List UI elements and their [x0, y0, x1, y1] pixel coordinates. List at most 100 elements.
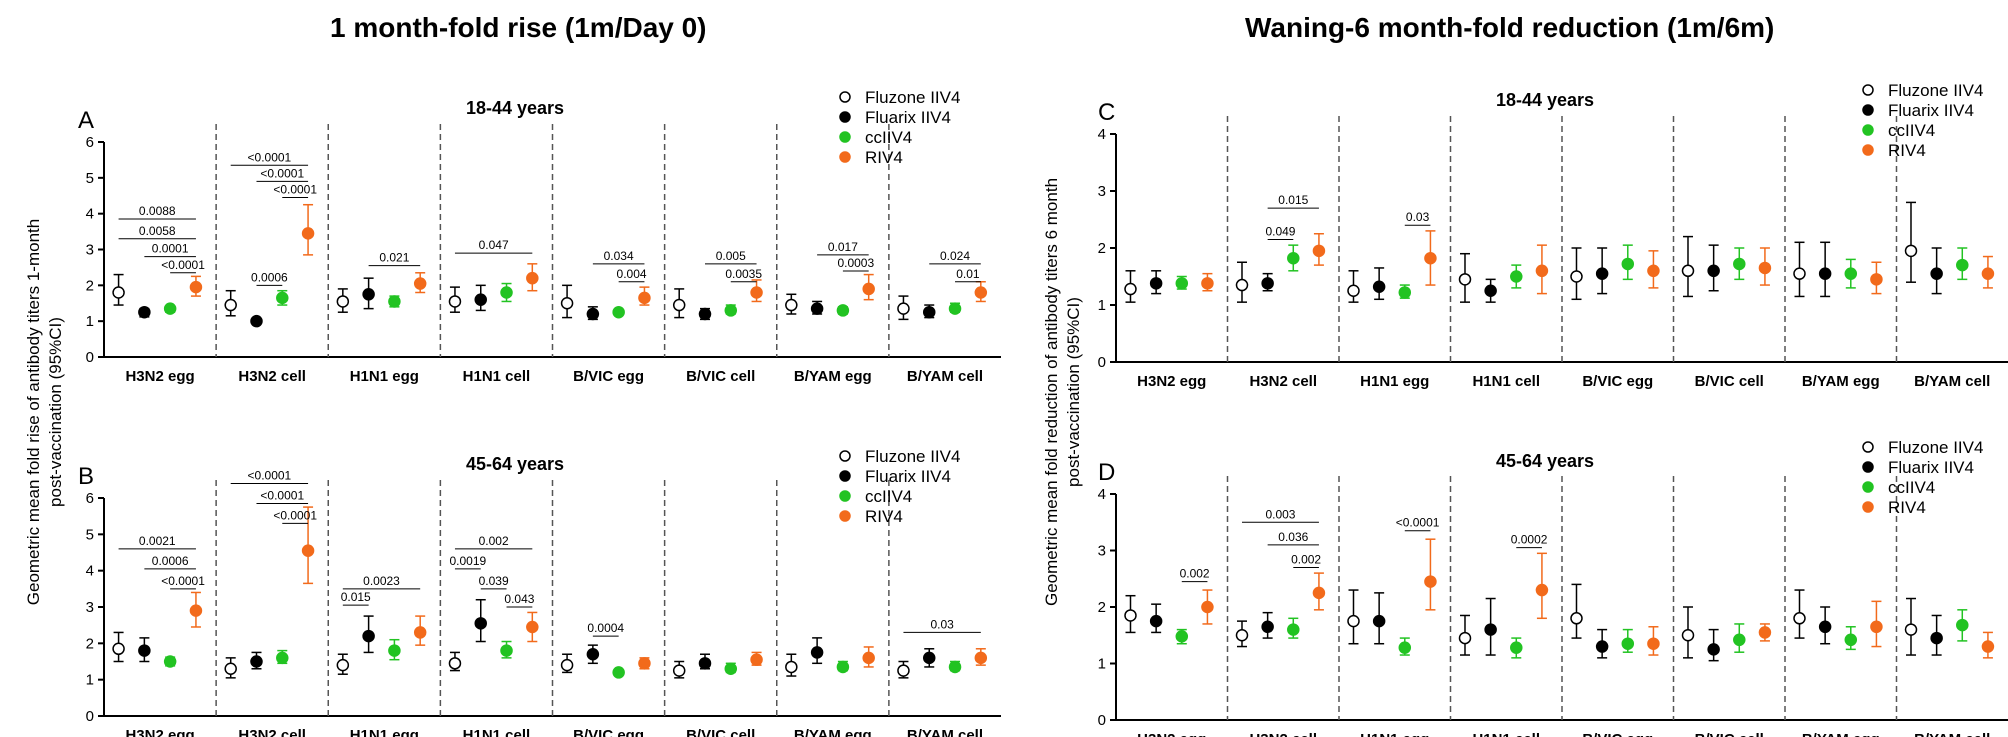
- data-point: [224, 298, 237, 312]
- significance-label: 0.049: [1265, 224, 1295, 238]
- legend-marker: [839, 470, 851, 482]
- data-point: [672, 298, 686, 312]
- legend-label: Fluarix IIV4: [1888, 458, 1974, 477]
- data-point: [1595, 267, 1609, 280]
- data-point: [1681, 629, 1695, 642]
- data-point: [1733, 633, 1746, 647]
- y-tick-label: 1: [1098, 656, 1106, 673]
- data-point: [1235, 278, 1249, 292]
- panel-title: 18-44 years: [466, 98, 564, 118]
- data-point: [224, 662, 237, 676]
- y-tick-label: 5: [86, 170, 94, 187]
- data-point: [1818, 620, 1832, 634]
- legend-marker: [1862, 441, 1874, 453]
- significance-label: 0.005: [716, 249, 746, 263]
- y-tick-label: 2: [1098, 599, 1106, 616]
- legend-label: Fluzone IIV4: [1888, 81, 1983, 100]
- data-point: [897, 664, 910, 677]
- x-tick-label: H1N1 cell: [1472, 373, 1540, 390]
- data-point: [724, 662, 738, 676]
- y-tick-label: 1: [1098, 297, 1106, 314]
- data-point: [163, 655, 177, 668]
- data-point: [1733, 257, 1746, 271]
- data-point: [336, 658, 350, 672]
- legend-label: Fluarix IIV4: [865, 108, 951, 127]
- x-tick-label: H1N1 egg: [350, 727, 419, 737]
- significance-label: 0.0006: [251, 270, 288, 284]
- x-tick-label: H3N2 cell: [238, 368, 306, 385]
- significance-label: 0.0058: [139, 224, 176, 238]
- x-tick-label: B/YAM egg: [794, 727, 872, 737]
- panel-letter: B: [78, 463, 94, 490]
- y-tick-label: 5: [86, 526, 94, 543]
- significance-label: 0.0035: [725, 267, 762, 281]
- legend-label: RIV4: [1888, 141, 1926, 160]
- data-point: [1458, 273, 1472, 286]
- data-point: [1844, 267, 1858, 280]
- x-tick-label: B/VIC cell: [1695, 731, 1764, 737]
- legend-label: RIV4: [1888, 498, 1926, 517]
- y-tick-label: 0: [1098, 712, 1106, 729]
- legend-label: Fluzone IIV4: [865, 447, 960, 466]
- data-point: [276, 291, 289, 305]
- x-tick-label: H1N1 egg: [1360, 731, 1429, 737]
- significance-label: 0.01: [956, 267, 980, 281]
- significance-label: 0.017: [828, 240, 858, 254]
- legend-marker: [839, 151, 851, 163]
- data-point: [189, 604, 203, 617]
- x-tick-label: B/VIC egg: [1582, 731, 1653, 737]
- significance-label: 0.0003: [837, 256, 874, 270]
- data-point: [1758, 626, 1772, 639]
- data-point: [1707, 643, 1720, 656]
- data-point: [1510, 270, 1523, 283]
- x-tick-label: H1N1 cell: [463, 368, 531, 385]
- significance-label: 0.036: [1278, 530, 1308, 544]
- significance-label: 0.015: [341, 590, 371, 604]
- significance-label: <0.0001: [273, 183, 317, 197]
- x-tick-label: H3N2 egg: [1137, 373, 1206, 390]
- data-point: [1870, 620, 1883, 634]
- legend-marker: [1862, 104, 1874, 116]
- data-point: [1956, 618, 1969, 632]
- data-point: [750, 286, 763, 299]
- significance-label: 0.004: [617, 267, 647, 281]
- panel-a: A 18-44 years 0 1 2 3 4 5 6 H3N2 egg H3N2 cell H1N1…: [78, 88, 1001, 385]
- panel-letter: C: [1098, 99, 1115, 126]
- data-point: [413, 277, 427, 290]
- significance-label: 0.015: [1278, 193, 1308, 207]
- data-point: [1124, 609, 1137, 622]
- legend-label: ccIIV4: [1888, 478, 1935, 497]
- x-tick-label: B/VIC cell: [686, 727, 755, 737]
- data-point: [862, 282, 875, 296]
- significance-label: 0.0019: [449, 554, 486, 568]
- x-tick-label: H1N1 cell: [1472, 731, 1540, 737]
- data-point: [1261, 620, 1274, 634]
- y-tick-label: 4: [86, 206, 94, 223]
- data-point: [1956, 258, 1969, 272]
- data-point: [388, 644, 401, 657]
- data-point: [1372, 280, 1386, 294]
- data-point: [1844, 633, 1858, 647]
- data-point: [1535, 583, 1549, 597]
- legend-label: Fluarix IIV4: [1888, 101, 1974, 120]
- x-tick-label: B/YAM egg: [1802, 373, 1880, 390]
- data-point: [1424, 575, 1437, 588]
- data-point: [560, 297, 574, 310]
- significance-label: <0.0001: [1396, 516, 1440, 530]
- data-point: [448, 295, 462, 308]
- data-point: [526, 620, 539, 634]
- legend-marker: [1862, 84, 1874, 96]
- data-point: [1707, 264, 1720, 278]
- data-point: [1510, 641, 1523, 654]
- significance-label: <0.0001: [161, 258, 205, 272]
- x-tick-label: H3N2 egg: [125, 368, 194, 385]
- significance-label: 0.0001: [152, 242, 189, 256]
- data-point: [897, 302, 910, 315]
- data-point: [189, 280, 203, 294]
- data-point: [1793, 612, 1806, 625]
- y-tick-label: 0: [86, 708, 94, 725]
- data-point: [276, 651, 289, 665]
- panel-title: 18-44 years: [1496, 90, 1594, 110]
- data-point: [974, 651, 988, 665]
- legend-label: Fluarix IIV4: [865, 467, 951, 486]
